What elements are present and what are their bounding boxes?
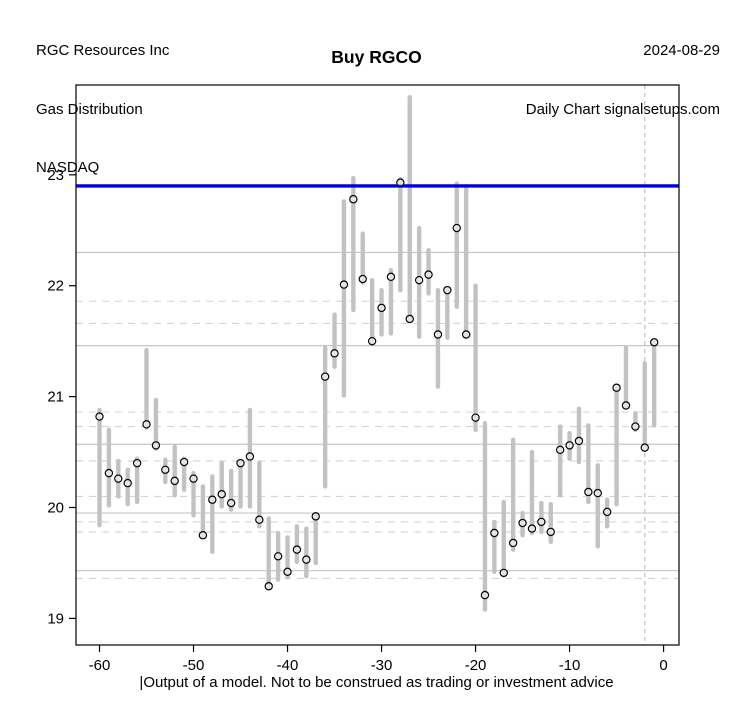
- close-marker: [602, 507, 612, 517]
- close-marker: [132, 458, 142, 468]
- x-tick-label: -40: [277, 657, 299, 674]
- close-marker: [142, 420, 151, 429]
- close-marker: [95, 412, 104, 421]
- close-marker: [161, 465, 170, 474]
- close-marker: [349, 195, 358, 204]
- close-marker: [631, 422, 640, 431]
- close-marker: [527, 524, 537, 533]
- close-marker: [339, 280, 349, 289]
- close-marker: [471, 413, 480, 422]
- y-tick-label: 23: [47, 167, 64, 184]
- disclaimer-text: |Output of a model. Not to be construed …: [139, 674, 614, 691]
- close-marker: [189, 474, 198, 483]
- close-marker: [226, 498, 236, 508]
- close-marker: [433, 330, 443, 339]
- close-marker: [151, 441, 161, 450]
- close-marker: [574, 436, 584, 446]
- close-marker: [612, 383, 621, 392]
- close-marker: [255, 515, 264, 524]
- close-marker: [518, 518, 527, 528]
- close-marker: [302, 555, 311, 564]
- close-marker: [405, 314, 414, 324]
- industry-name: Gas Distribution: [36, 100, 143, 118]
- close-marker: [208, 495, 217, 504]
- close-marker: [114, 474, 123, 483]
- close-marker: [461, 330, 471, 339]
- close-marker: [311, 512, 320, 521]
- x-tick-label: -50: [183, 657, 205, 674]
- close-marker: [490, 528, 499, 538]
- close-marker: [508, 538, 518, 548]
- close-marker: [414, 275, 424, 285]
- chart-date: 2024-08-29: [643, 42, 720, 59]
- close-marker: [621, 401, 631, 410]
- close-marker: [555, 445, 565, 455]
- close-marker: [123, 478, 132, 488]
- close-marker: [537, 517, 546, 527]
- x-tick-label: -20: [465, 657, 487, 674]
- close-marker: [179, 457, 189, 467]
- header-left: RGC Resources Inc Gas Distribution NASDA…: [36, 2, 169, 217]
- close-marker: [198, 531, 208, 540]
- close-marker: [480, 590, 490, 600]
- close-marker: [330, 349, 339, 358]
- close-marker: [649, 338, 659, 347]
- close-marker: [320, 372, 330, 381]
- close-marker: [593, 488, 602, 498]
- chart-source-label: Daily Chart signalsetups.com: [525, 100, 720, 118]
- exchange-name: NASDAQ: [36, 159, 100, 176]
- close-marker: [377, 303, 386, 313]
- chart-title: Buy RGCO: [331, 47, 422, 67]
- close-marker: [584, 487, 593, 497]
- close-marker: [104, 468, 114, 478]
- x-tick-label: 0: [659, 657, 667, 674]
- close-marker: [236, 458, 245, 468]
- close-marker: [565, 441, 574, 450]
- close-marker: [367, 336, 377, 346]
- close-marker: [245, 452, 255, 461]
- header-right: 2024-08-29 Daily Chart signalsetups.com: [526, 2, 720, 158]
- close-marker: [170, 476, 179, 486]
- close-marker: [396, 178, 405, 187]
- close-marker: [424, 270, 433, 279]
- close-marker: [499, 568, 508, 578]
- close-marker: [358, 274, 367, 284]
- close-marker: [452, 223, 461, 233]
- company-name: RGC Resources Inc: [36, 42, 170, 59]
- plot-border: [75, 84, 680, 646]
- close-marker: [283, 567, 292, 577]
- x-tick-label: -60: [89, 657, 111, 674]
- close-marker: [273, 552, 283, 561]
- close-marker: [264, 582, 273, 591]
- x-tick-label: -30: [371, 657, 393, 674]
- close-marker: [546, 527, 555, 537]
- y-tick-label: 20: [47, 499, 64, 516]
- close-marker: [443, 285, 452, 295]
- close-marker: [386, 272, 396, 282]
- close-marker: [217, 489, 226, 499]
- y-tick-label: 22: [47, 278, 64, 295]
- close-marker: [640, 443, 649, 452]
- x-tick-label: -10: [559, 657, 581, 674]
- close-marker: [292, 545, 302, 554]
- y-tick-label: 21: [47, 389, 64, 406]
- y-tick-label: 19: [47, 610, 64, 627]
